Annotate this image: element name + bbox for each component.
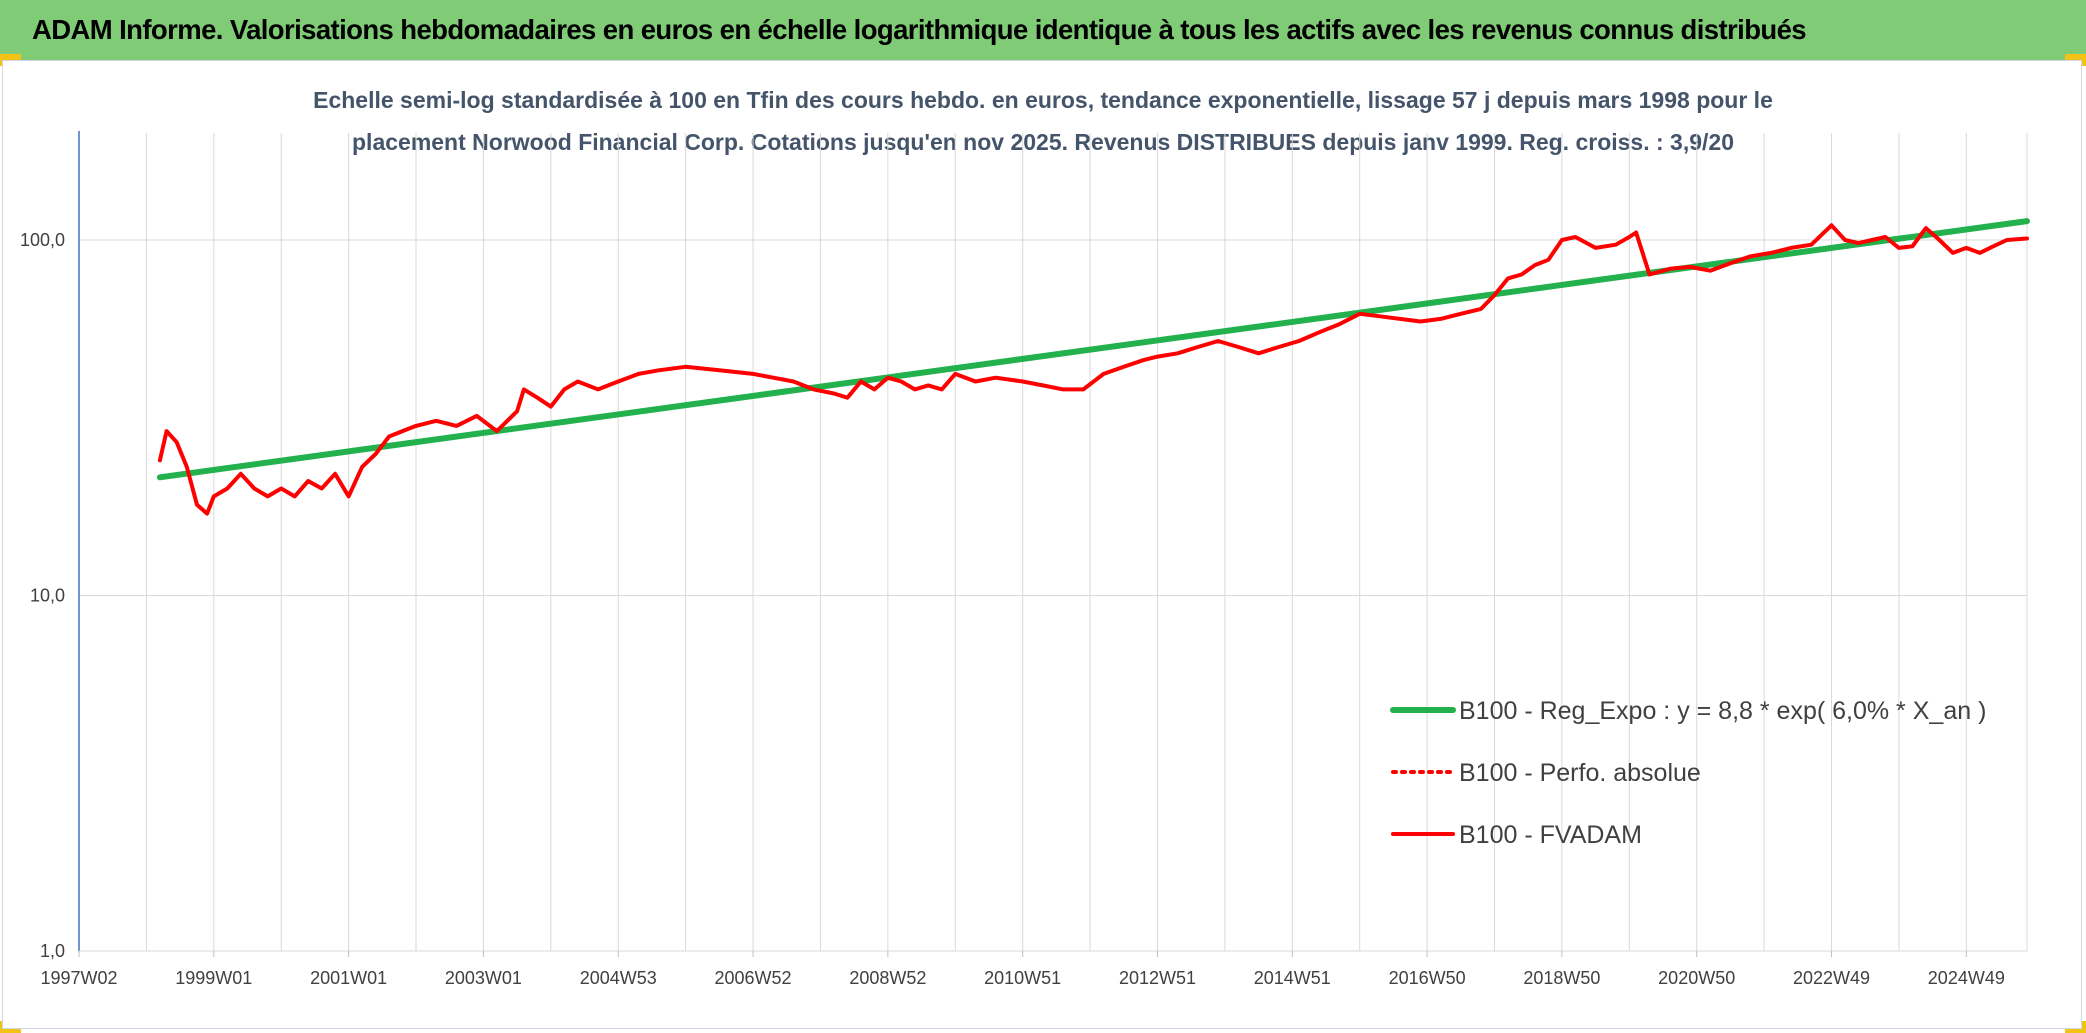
x-tick-label: 2018W50 (1523, 968, 1600, 988)
plot-lines (156, 218, 2030, 516)
chart-subtitle-line-1: Echelle semi-log standardisée à 100 en T… (313, 87, 1773, 113)
x-tick-label: 2004W53 (580, 968, 657, 988)
x-tick-label: 2006W52 (715, 968, 792, 988)
report-banner: ADAM Informe. Valorisations hebdomadaire… (0, 0, 2086, 60)
x-tick-label: 2008W52 (849, 968, 926, 988)
trend-line (156, 218, 2030, 481)
chart-svg: Echelle semi-log standardisée à 100 en T… (20, 87, 2030, 988)
chart-subtitle-line-2: placement Norwood Financial Corp. Cotati… (352, 129, 1734, 155)
chart-area: Echelle semi-log standardisée à 100 en T… (2, 60, 2082, 1029)
gridlines (78, 133, 2028, 952)
legend-label: B100 - Reg_Expo : y = 8,8 * exp( 6,0% * … (1459, 697, 1986, 725)
x-tick-label: 2003W01 (445, 968, 522, 988)
x-tick-label: 2014W51 (1254, 968, 1331, 988)
axes: 1,0 10,0 100,0 1997W02 1999W01 2001W01 2003W01… (20, 131, 2027, 988)
legend-label: B100 - Perfo. absolue (1459, 759, 1701, 787)
x-tick-label: 1997W02 (40, 968, 117, 988)
y-tick-label: 100,0 (20, 230, 65, 250)
x-tick-label: 2020W50 (1658, 968, 1735, 988)
series-line (157, 223, 2029, 516)
y-tick-label: 10,0 (30, 586, 65, 606)
x-tick-label: 2016W50 (1389, 968, 1466, 988)
x-tick-label: 2022W49 (1793, 968, 1870, 988)
x-tick-label: 2001W01 (310, 968, 387, 988)
x-tick-label: 2012W51 (1119, 968, 1196, 988)
x-tick-label: 2010W51 (984, 968, 1061, 988)
y-tick-label: 1,0 (40, 941, 65, 961)
report-title: ADAM Informe. Valorisations hebdomadaire… (32, 14, 1807, 45)
x-tick-label: 2024W49 (1928, 968, 2005, 988)
legend-label: B100 - FVADAM (1459, 821, 1642, 849)
chart-legend: B100 - Reg_Expo : y = 8,8 * exp( 6,0% * … (1390, 697, 1986, 849)
x-tick-label: 1999W01 (175, 968, 252, 988)
